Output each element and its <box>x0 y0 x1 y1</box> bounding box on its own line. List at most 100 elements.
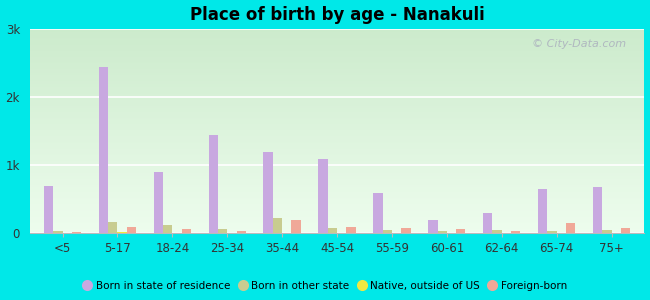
Bar <box>30 55 644 56</box>
Bar <box>621 228 630 233</box>
Bar <box>273 218 282 233</box>
Bar <box>30 187 644 188</box>
Bar <box>30 196 644 197</box>
Bar <box>30 73 644 74</box>
Bar <box>30 49 644 50</box>
Bar <box>30 53 644 54</box>
Bar <box>30 97 644 98</box>
Bar <box>209 135 218 233</box>
Bar <box>30 164 644 165</box>
Bar <box>30 188 644 190</box>
Bar <box>30 161 644 162</box>
Bar <box>30 185 644 187</box>
Bar <box>30 145 644 146</box>
Bar <box>30 202 644 203</box>
Bar <box>30 62 644 63</box>
Bar <box>30 122 644 123</box>
Bar <box>30 94 644 96</box>
Bar <box>30 212 644 213</box>
Bar <box>30 167 644 168</box>
Bar <box>30 46 644 48</box>
Bar <box>44 186 53 233</box>
Bar <box>30 160 644 161</box>
Bar <box>30 125 644 126</box>
Bar <box>30 36 644 38</box>
Bar <box>30 222 644 223</box>
Bar <box>237 231 246 233</box>
Bar <box>30 210 644 211</box>
Bar <box>30 121 644 122</box>
Bar <box>30 80 644 81</box>
Bar <box>483 213 493 233</box>
Bar <box>30 179 644 180</box>
Bar <box>30 111 644 112</box>
Bar <box>30 45 644 46</box>
Bar <box>30 150 644 151</box>
Bar <box>30 178 644 179</box>
Bar <box>30 175 644 176</box>
Bar <box>30 33 644 34</box>
Bar <box>401 228 411 233</box>
Bar <box>72 232 81 233</box>
Bar <box>30 127 644 128</box>
Bar <box>30 171 644 172</box>
Bar <box>30 166 644 167</box>
Title: Place of birth by age - Nanakuli: Place of birth by age - Nanakuli <box>190 6 484 24</box>
Bar <box>30 51 644 52</box>
Bar <box>30 140 644 142</box>
Bar <box>30 149 644 150</box>
Bar <box>30 32 644 33</box>
Bar <box>373 193 383 233</box>
Bar <box>30 132 644 134</box>
Bar <box>30 213 644 214</box>
Bar <box>30 48 644 49</box>
Bar <box>30 41 644 43</box>
Bar <box>30 195 644 196</box>
Bar <box>30 151 644 152</box>
Bar <box>30 84 644 86</box>
Bar <box>30 162 644 163</box>
Text: © City-Data.com: © City-Data.com <box>532 40 626 50</box>
Bar <box>602 230 612 233</box>
Bar <box>30 148 644 149</box>
Bar <box>30 211 644 212</box>
Bar <box>30 172 644 173</box>
Bar <box>218 229 227 233</box>
Bar <box>30 50 644 51</box>
Bar <box>30 183 644 184</box>
Bar <box>30 119 644 120</box>
Bar <box>30 72 644 73</box>
Bar <box>30 201 644 202</box>
Bar <box>30 86 644 88</box>
Bar <box>318 159 328 233</box>
Bar <box>30 134 644 135</box>
Bar <box>30 192 644 193</box>
Bar <box>30 130 644 131</box>
Bar <box>163 225 172 233</box>
Bar <box>30 216 644 217</box>
Bar <box>30 56 644 57</box>
Bar <box>30 144 644 145</box>
Bar <box>30 135 644 136</box>
Bar <box>30 116 644 117</box>
Bar <box>30 226 644 227</box>
Bar <box>30 123 644 124</box>
Bar <box>30 232 644 233</box>
Bar <box>30 115 644 116</box>
Bar <box>30 106 644 107</box>
Bar <box>30 137 644 139</box>
Bar <box>30 114 644 115</box>
Bar <box>30 221 644 222</box>
Bar <box>30 64 644 65</box>
Bar <box>30 128 644 129</box>
Bar <box>30 146 644 147</box>
Bar <box>30 82 644 83</box>
Bar <box>30 194 644 195</box>
Bar <box>30 79 644 80</box>
Bar <box>108 222 118 233</box>
Bar <box>30 66 644 67</box>
Bar <box>346 226 356 233</box>
Bar <box>30 206 644 207</box>
Bar <box>30 110 644 111</box>
Bar <box>263 152 273 233</box>
